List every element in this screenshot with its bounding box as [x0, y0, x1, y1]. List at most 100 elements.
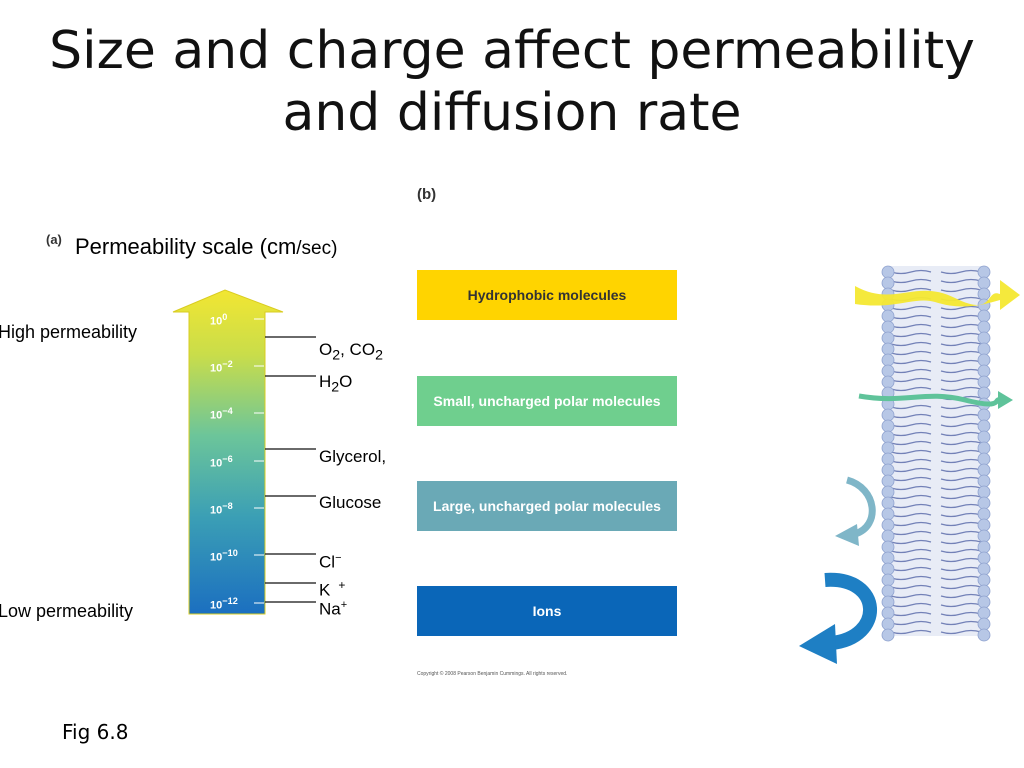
lipid-tail: [890, 602, 932, 608]
lipid-tail: [890, 566, 932, 572]
lipid-head: [977, 551, 991, 565]
lipid-tail: [940, 458, 982, 464]
large-polar-arrowhead: [835, 524, 859, 546]
lipid-tail: [940, 404, 982, 410]
lipid-head: [977, 595, 991, 609]
lipid-tail: [940, 287, 982, 293]
lipid-head: [881, 408, 895, 422]
lipid-tail: [940, 494, 982, 500]
lipid-tail: [890, 413, 932, 419]
lipid-tail: [940, 269, 982, 275]
bar-hydrophobic-label: Hydrophobic molecules: [467, 287, 627, 303]
lipid-head: [881, 529, 895, 543]
lipid-head: [881, 463, 895, 477]
panel-a-tag: (a): [46, 232, 62, 247]
lipid-head: [977, 342, 991, 356]
lipid-tail: [890, 449, 932, 455]
lipid-tail: [890, 467, 932, 473]
lipid-tail: [940, 548, 982, 554]
lipid-head: [881, 342, 895, 356]
lipid-tail: [940, 386, 982, 392]
lipid-head: [977, 419, 991, 433]
lipid-tail: [940, 485, 982, 491]
lipid-tail: [940, 476, 982, 482]
bar-ions-label: Ions: [532, 603, 562, 619]
lipid-tail: [890, 611, 932, 617]
lipid-head: [977, 452, 991, 466]
lipid-tail: [940, 359, 982, 365]
lipid-tail: [890, 476, 932, 482]
lipid-head: [977, 507, 991, 521]
bar-large-polar: Large, uncharged polar molecules: [417, 481, 677, 531]
lipid-head: [881, 441, 895, 455]
lipid-tail: [940, 377, 982, 383]
lipid-head: [881, 353, 895, 367]
label-h2o: H2O: [319, 372, 353, 396]
lipid-tail: [890, 404, 932, 410]
lipid-tail: [940, 413, 982, 419]
lipid-tail: [940, 584, 982, 590]
lipid-head: [977, 474, 991, 488]
lipid-tail: [940, 512, 982, 518]
lipid-head: [881, 540, 895, 554]
lipid-head: [881, 485, 895, 499]
lipid-head: [881, 606, 895, 620]
lipid-tail: [940, 449, 982, 455]
lipid-head: [977, 386, 991, 400]
lipid-tail: [940, 530, 982, 536]
bar-ions: Ions: [417, 586, 677, 636]
label-k: K +: [319, 578, 346, 600]
lipid-head: [977, 617, 991, 631]
lipid-head: [977, 309, 991, 323]
lipid-tail: [890, 575, 932, 581]
hydrophobic-arrow: [855, 280, 1020, 310]
lipid-tail: [890, 548, 932, 554]
lipid-tail: [890, 350, 932, 356]
lipid-head: [881, 617, 895, 631]
lipid-head: [881, 496, 895, 510]
bar-hydrophobic: Hydrophobic molecules: [417, 270, 677, 320]
lipid-tail: [940, 278, 982, 284]
label-na: Na+: [319, 599, 348, 619]
scale-units-open: (cm: [253, 234, 297, 259]
lipid-tail: [940, 566, 982, 572]
tick-1e-10: 10−10: [210, 548, 238, 564]
lipid-tail: [940, 593, 982, 599]
lipid-head: [881, 551, 895, 565]
lipid-tail: [890, 440, 932, 446]
lipid-tail: [890, 557, 932, 563]
lipid-head: [977, 408, 991, 422]
lipid-tail: [940, 323, 982, 329]
lipid-tail: [890, 305, 932, 311]
tick-1e-2: 10−2: [210, 359, 233, 375]
lipid-tail: [940, 467, 982, 473]
tick-1e-4: 10−4: [210, 406, 233, 422]
lipid-head: [881, 364, 895, 378]
scale-title-text: Permeability scale: [75, 234, 254, 259]
lipid-bilayer-illustration: [799, 265, 1020, 664]
lipid-tail: [890, 287, 932, 293]
lipid-head: [977, 430, 991, 444]
lipid-tail: [940, 350, 982, 356]
lipid-tail: [890, 377, 932, 383]
lipid-head: [977, 485, 991, 499]
small-polar-arrowhead: [998, 391, 1013, 409]
lipid-tail: [940, 557, 982, 563]
lipid-head: [977, 375, 991, 389]
lipid-head: [977, 265, 991, 279]
slide-title: Size and charge affect permeability and …: [0, 20, 1024, 144]
lipid-tail: [940, 503, 982, 509]
lipid-tail: [940, 611, 982, 617]
lipid-tail: [890, 332, 932, 338]
label-o2-co2: O2, CO2: [319, 340, 383, 364]
lipid-head: [881, 573, 895, 587]
lipid-head: [881, 419, 895, 433]
label-glucose: Glucose: [319, 493, 382, 512]
lipid-head: [977, 463, 991, 477]
lipid-tail: [890, 422, 932, 428]
figure-caption: Fig 6.8: [62, 720, 129, 744]
lipid-tail: [890, 539, 932, 545]
lipid-tail: [890, 629, 932, 635]
lipid-head: [977, 353, 991, 367]
lipid-tail: [890, 512, 932, 518]
